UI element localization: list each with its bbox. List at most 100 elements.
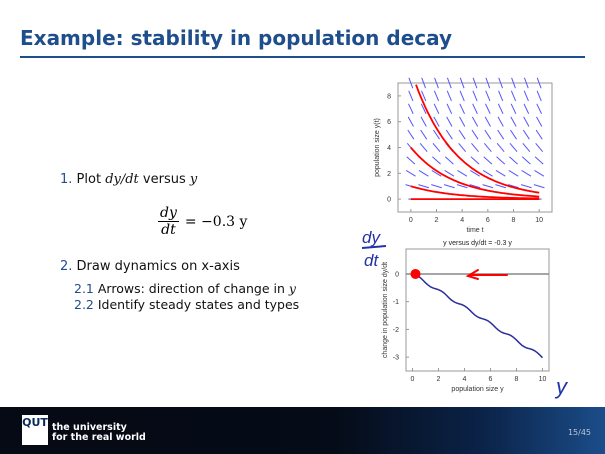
handwritten-y: y (554, 374, 569, 399)
direction-arrow (459, 116, 466, 127)
direction-arrow (432, 142, 441, 153)
x-axis-label: population size y (451, 386, 504, 393)
direction-arrow (497, 129, 505, 140)
direction-arrow (459, 90, 465, 102)
direction-arrow (536, 103, 542, 114)
direction-arrow (459, 103, 465, 114)
direction-arrow (444, 156, 454, 165)
direction-arrow (511, 77, 516, 89)
direction-arrow (469, 184, 481, 189)
sub-item-2: 2.2 Identify steady states and types (74, 297, 299, 312)
x-tick-label: 10 (539, 376, 547, 383)
direction-arrow (446, 77, 452, 89)
direction-arrow (497, 103, 504, 114)
chart2-frame (405, 248, 550, 372)
direction-arrow (407, 129, 415, 140)
x-tick-label: 6 (489, 376, 493, 383)
direction-arrow (495, 170, 506, 177)
chart-title: y versus dy/dt = -0.3 y (443, 240, 512, 247)
x-tick-label: 2 (435, 217, 439, 224)
direction-arrow (458, 129, 466, 140)
direction-arrow (406, 156, 416, 165)
direction-arrow (482, 184, 494, 189)
x-tick-label: 10 (535, 217, 543, 224)
y-tick-label: -3 (393, 355, 399, 362)
direction-arrow (433, 90, 440, 102)
tagline-line-2: for the real world (52, 432, 146, 443)
footer: QUT the university for the real world 15/… (0, 407, 605, 454)
direction-arrow (498, 77, 504, 89)
y-tick-label: 0 (395, 271, 399, 278)
direction-arrow (419, 142, 428, 153)
slide-title: Example: stability in population decay (20, 26, 453, 50)
direction-arrow (534, 170, 545, 177)
direction-arrow (483, 142, 492, 153)
tagline-line-1: the university (52, 422, 127, 433)
direction-arrow (470, 170, 480, 177)
item-text: versus (138, 172, 190, 187)
direction-arrow (523, 77, 529, 89)
direction-arrow (472, 103, 478, 114)
eq-denominator: dt (161, 222, 176, 238)
direction-arrow (521, 170, 532, 177)
x-tick-label: 8 (512, 217, 516, 224)
x-tick-label: 0 (411, 376, 415, 383)
x-tick-label: 0 (409, 217, 413, 224)
item-text: Draw dynamics on x-axis (76, 259, 240, 274)
item-number: 2. (60, 259, 73, 274)
y-tick-label: 8 (387, 93, 391, 100)
direction-arrow (408, 77, 414, 89)
equation: dy dt = −0.3 y (158, 205, 247, 238)
direction-arrow (510, 90, 517, 102)
direction-arrow (471, 116, 479, 127)
eq-rhs: = −0.3 y (184, 213, 248, 230)
y-axis-label: population size y(t) (374, 118, 381, 177)
qut-logo: QUT (22, 415, 48, 445)
direction-arrow (536, 116, 543, 127)
page-number: 15/45 (567, 428, 591, 437)
dydt-line (412, 273, 544, 359)
y-tick-label: -1 (393, 299, 399, 306)
y-tick-label: 6 (387, 119, 391, 126)
direction-arrow (534, 156, 544, 165)
direction-arrow (446, 103, 453, 114)
direction-arrow (497, 116, 504, 127)
direction-arrow (432, 156, 441, 165)
direction-arrow (496, 142, 505, 153)
item-text: Arrows: direction of change in (97, 281, 289, 296)
direction-arrow (446, 116, 453, 127)
direction-arrow (471, 142, 479, 153)
direction-arrow (484, 116, 491, 127)
direction-arrow (523, 116, 530, 127)
direction-arrow (536, 90, 542, 102)
direction-arrow (444, 170, 455, 177)
direction-arrow (457, 170, 468, 177)
tagline: the university for the real world (52, 423, 146, 443)
title-rule (20, 56, 585, 58)
direction-arrow (508, 170, 519, 177)
direction-arrow (484, 129, 492, 140)
direction-arrow (420, 129, 428, 140)
direction-arrow (421, 77, 427, 89)
direction-arrow (408, 90, 414, 102)
x-tick-label: 2 (437, 376, 441, 383)
sub-item-1: 2.1 Arrows: direction of change in y (74, 281, 296, 296)
direction-arrow (405, 170, 416, 177)
y-tick-label: 0 (387, 197, 391, 204)
steady-state-marker (410, 268, 421, 279)
eq-numerator: dy (158, 205, 179, 222)
direction-arrow (485, 103, 491, 114)
direction-arrow (433, 116, 440, 127)
direction-arrow (522, 142, 531, 153)
direction-arrow (508, 184, 519, 189)
x-tick-label: 4 (460, 217, 464, 224)
math: y (189, 172, 198, 187)
direction-arrow (509, 156, 518, 165)
y-tick-label: -2 (393, 327, 399, 334)
item-text: Plot (76, 172, 106, 187)
direction-arrow (510, 103, 517, 114)
item-number: 2.1 (74, 281, 94, 296)
solution-curve (410, 146, 540, 198)
item-number: 1. (60, 172, 73, 187)
